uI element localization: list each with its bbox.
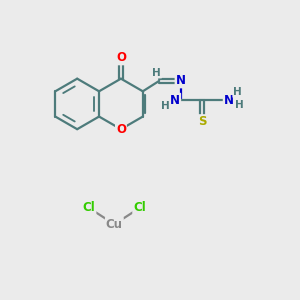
Text: Cl: Cl [83, 202, 95, 214]
Text: N: N [170, 94, 180, 107]
Text: Cu: Cu [106, 218, 123, 231]
Text: O: O [116, 51, 126, 64]
Text: O: O [116, 123, 126, 136]
Text: S: S [198, 115, 206, 128]
Text: N: N [224, 94, 234, 107]
Text: H: H [235, 100, 244, 110]
Text: N: N [176, 74, 186, 87]
Text: Cl: Cl [133, 202, 146, 214]
Text: H: H [161, 100, 170, 111]
Text: H: H [233, 87, 242, 97]
Text: H: H [152, 68, 161, 78]
